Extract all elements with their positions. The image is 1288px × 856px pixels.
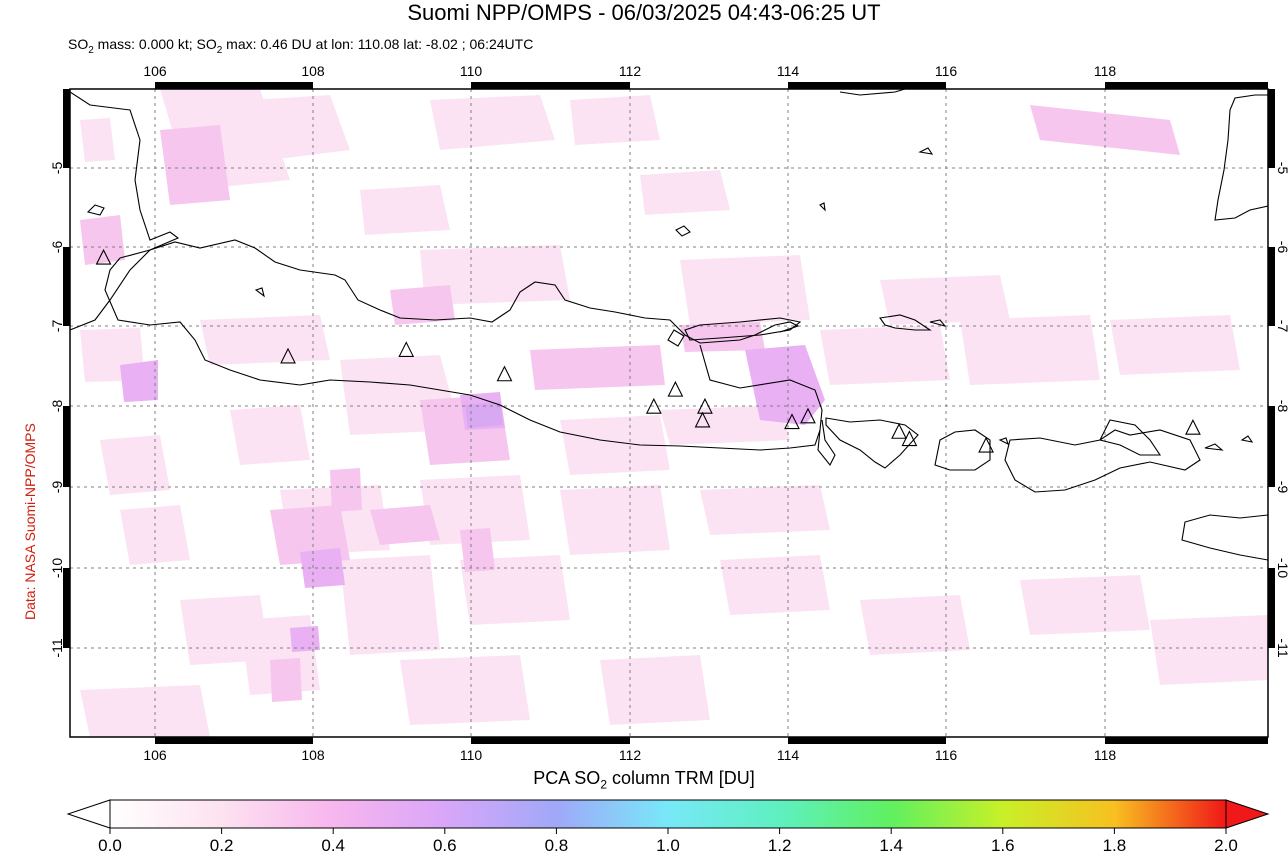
lon-label: 114 <box>777 747 800 763</box>
triangle-icon <box>901 430 918 447</box>
colorbar-tick-label: 1.6 <box>990 836 1015 855</box>
page-title: Suomi NPP/OMPS - 06/03/2025 04:43-06:25 … <box>407 0 881 25</box>
map-border-ticks <box>63 82 1275 744</box>
subtitle: SO2 mass: 0.000 kt; SO2 max: 0.46 DU at … <box>68 36 533 56</box>
so2-field <box>70 89 1268 737</box>
colorbar-tick-label: 0.6 <box>432 836 457 855</box>
lat-labels-left: -5 -6 -7 -8 -9 -10 -11 <box>49 162 65 658</box>
colorbar-gradient <box>109 799 1227 829</box>
lat-label: -11 <box>49 638 65 657</box>
triangle-icon <box>784 413 800 430</box>
lon-label: 110 <box>460 63 483 79</box>
lat-labels-right: -5 -6 -7 -8 -9 -10 -11 <box>1275 162 1288 658</box>
triangle-icon <box>800 407 816 424</box>
colorbar-tick-label: 1.4 <box>879 836 904 855</box>
lon-label: 106 <box>143 747 167 763</box>
lat-label: -8 <box>49 400 65 413</box>
colorbar-low-arrow <box>66 799 111 829</box>
lat-label: -6 <box>1275 241 1288 254</box>
lat-label: -5 <box>1275 162 1288 175</box>
subtitle-sub-2: 2 <box>88 44 94 56</box>
colorbar-tick-label: 1.0 <box>656 836 680 855</box>
subtitle-mid: mass: 0.000 kt; SO <box>93 36 217 52</box>
colorbar-tick-label: 0.2 <box>209 836 234 855</box>
triangle-icon <box>398 341 415 357</box>
lon-label: 116 <box>935 63 958 79</box>
subtitle-sub-2b: 2 <box>216 44 223 56</box>
colorbar-tick-label: 1.8 <box>1102 836 1127 855</box>
triangle-icon <box>645 397 662 414</box>
triangle-icon <box>694 411 711 428</box>
colorbar-tick-label: 1.2 <box>767 836 792 855</box>
triangle-icon <box>496 365 513 382</box>
lon-label: 112 <box>619 63 642 79</box>
lon-label: 114 <box>777 63 800 79</box>
subtitle-so: SO <box>68 36 89 52</box>
lon-label: 106 <box>143 63 167 79</box>
lat-label: -7 <box>1275 320 1288 333</box>
lat-label: -8 <box>1275 400 1288 413</box>
colorbar-title: PCA SO2 column TRM [DU] <box>0 768 1288 792</box>
triangle-icon <box>697 397 713 414</box>
colorbar-high-arrow <box>1225 799 1270 829</box>
lon-labels-bottom: 106 108 110 112 114 116 118 <box>143 747 1116 763</box>
lat-label: -6 <box>49 241 65 254</box>
subtitle-rest: max: 0.46 DU at lon: 110.08 lat: -8.02 ;… <box>222 36 534 52</box>
colorbar-tick-label: 0.0 <box>98 836 122 855</box>
lat-label: -9 <box>1275 481 1288 494</box>
colorbar <box>66 799 1270 834</box>
volcano-markers <box>95 248 1201 453</box>
lat-label: -10 <box>49 558 65 578</box>
triangle-icon <box>280 347 296 364</box>
lon-label: 108 <box>301 63 325 79</box>
lon-label: 116 <box>935 747 958 763</box>
colorbar-title-sub: 2 <box>600 777 607 792</box>
lon-labels-top: 106 108 110 112 114 116 118 <box>143 63 1116 79</box>
lon-label: 110 <box>460 747 483 763</box>
lat-label: -11 <box>1275 638 1288 657</box>
triangle-icon <box>891 423 907 439</box>
lat-label: -5 <box>49 162 65 175</box>
lon-label: 118 <box>1094 63 1117 79</box>
coastlines <box>70 89 1268 561</box>
triangle-icon <box>95 248 112 265</box>
lon-label: 112 <box>619 747 642 763</box>
colorbar-title-rest: column TRM [DU] <box>607 768 755 788</box>
lon-label: 118 <box>1094 747 1117 763</box>
lon-label: 108 <box>301 747 325 763</box>
triangle-icon <box>978 436 994 453</box>
colorbar-tick-label: 0.4 <box>321 836 346 855</box>
map-gridlines <box>70 89 1268 737</box>
colorbar-title-prefix: PCA SO <box>533 768 601 788</box>
colorbar-tick-label: 0.8 <box>544 836 569 855</box>
triangle-icon <box>1185 418 1201 435</box>
triangle-icon <box>667 380 684 397</box>
colorbar-tick-label: 2.0 <box>1214 836 1238 855</box>
lat-label: -7 <box>49 320 65 333</box>
lat-label: -9 <box>49 481 65 494</box>
lat-label: -10 <box>1275 558 1288 578</box>
